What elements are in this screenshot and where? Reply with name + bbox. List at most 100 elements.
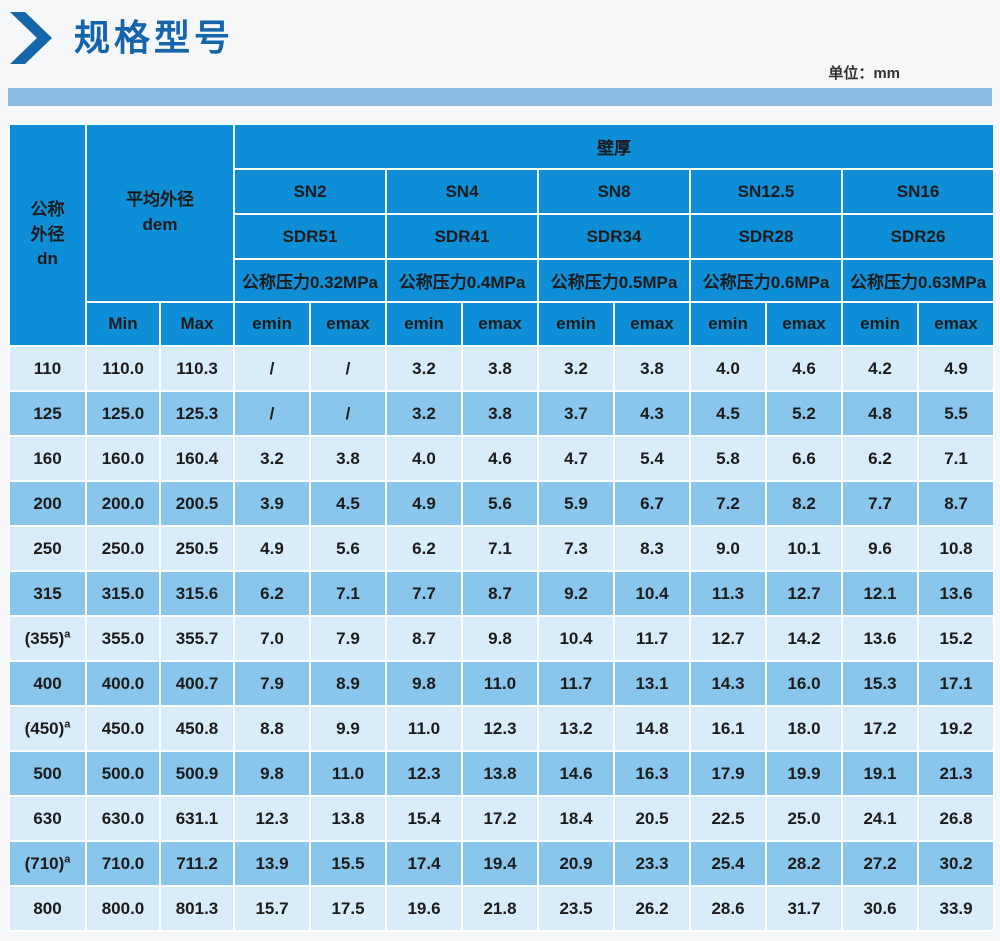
dn-cell: 110 xyxy=(8,345,87,392)
value-cell: 9.6 xyxy=(841,525,919,572)
value-cell: 13.2 xyxy=(537,705,615,752)
value-cell: 8.7 xyxy=(385,615,463,662)
value-cell: 315.0 xyxy=(85,570,161,617)
value-cell: 3.8 xyxy=(309,435,387,482)
value-cell: 6.2 xyxy=(841,435,919,482)
unit-label: 单位：mm xyxy=(828,65,900,82)
value-cell: 500.0 xyxy=(85,750,161,797)
header-sdr28: SDR28 xyxy=(689,213,843,260)
value-cell: 8.2 xyxy=(765,480,843,527)
header-emin: emin xyxy=(537,301,615,347)
value-cell: 7.1 xyxy=(916,435,996,482)
table-row: 630 630.0 631.1 12.3 13.8 15.4 17.2 18.4 20.5 22.… xyxy=(8,795,996,842)
value-cell: 9.8 xyxy=(233,750,311,797)
value-cell: 17.5 xyxy=(309,885,387,932)
value-cell: 9.8 xyxy=(461,615,539,662)
header-min: Min xyxy=(85,301,161,347)
chevron-right-icon xyxy=(10,11,52,64)
header-emax: emax xyxy=(309,301,387,347)
dn-cell: (355)a xyxy=(8,615,87,662)
value-cell: 630.0 xyxy=(85,795,161,842)
value-cell: 11.7 xyxy=(613,615,691,662)
value-cell: 12.3 xyxy=(233,795,311,842)
spec-table: 公称 外径 dn 平均外径 dem 壁厚 SN2 SN4 SN8 SN12.5 … xyxy=(8,123,996,932)
value-cell: 19.1 xyxy=(841,750,919,797)
value-cell: 14.3 xyxy=(689,660,767,707)
dn-cell: 315 xyxy=(8,570,87,617)
value-cell: 9.9 xyxy=(309,705,387,752)
value-cell: 15.2 xyxy=(916,615,996,662)
value-cell: 31.7 xyxy=(765,885,843,932)
value-cell: 7.7 xyxy=(385,570,463,617)
header-dn: 公称 外径 dn xyxy=(8,123,87,347)
value-cell: 16.3 xyxy=(613,750,691,797)
value-cell: 10.4 xyxy=(613,570,691,617)
value-cell: 19.9 xyxy=(765,750,843,797)
value-cell: 10.8 xyxy=(916,525,996,572)
value-cell: 13.1 xyxy=(613,660,691,707)
header-sdr41: SDR41 xyxy=(385,213,539,260)
value-cell: 355.7 xyxy=(159,615,235,662)
value-cell: 5.5 xyxy=(916,390,996,437)
value-cell: 800.0 xyxy=(85,885,161,932)
value-cell: 15.4 xyxy=(385,795,463,842)
value-cell: 125.0 xyxy=(85,390,161,437)
value-cell: 15.3 xyxy=(841,660,919,707)
value-cell: 6.2 xyxy=(385,525,463,572)
value-cell: 631.1 xyxy=(159,795,235,842)
header-emin: emin xyxy=(233,301,311,347)
value-cell: 14.6 xyxy=(537,750,615,797)
value-cell: 5.2 xyxy=(765,390,843,437)
value-cell: 11.7 xyxy=(537,660,615,707)
header-pressure-1: 公称压力0.32MPa xyxy=(233,258,387,303)
value-cell: 20.5 xyxy=(613,795,691,842)
dn-cell: 250 xyxy=(8,525,87,572)
table-row: 110 110.0 110.3//3.2 3.8 3.2 3.8 4.0 4.6 4.2 4.9 xyxy=(8,345,996,392)
value-cell: 5.8 xyxy=(689,435,767,482)
table-header: 公称 外径 dn 平均外径 dem 壁厚 SN2 SN4 SN8 SN12.5 … xyxy=(8,123,996,347)
dn-cell: 160 xyxy=(8,435,87,482)
value-cell: 17.2 xyxy=(461,795,539,842)
value-cell: 315.6 xyxy=(159,570,235,617)
value-cell: 9.0 xyxy=(689,525,767,572)
value-cell: 711.2 xyxy=(159,840,235,887)
value-cell: 12.7 xyxy=(689,615,767,662)
value-cell: 710.0 xyxy=(85,840,161,887)
dn-cell: 800 xyxy=(8,885,87,932)
value-cell: 17.9 xyxy=(689,750,767,797)
value-cell: 4.3 xyxy=(613,390,691,437)
table-row: 500 500.0 500.9 9.8 11.0 12.3 13.8 14.6 16.3 17.9… xyxy=(8,750,996,797)
value-cell: 19.4 xyxy=(461,840,539,887)
value-cell: 11.0 xyxy=(385,705,463,752)
value-cell: 24.1 xyxy=(841,795,919,842)
value-cell: 4.7 xyxy=(537,435,615,482)
value-cell: 110.3 xyxy=(159,345,235,392)
dn-cell: 125 xyxy=(8,390,87,437)
value-cell: 4.6 xyxy=(461,435,539,482)
section-header: 规格型号 xyxy=(8,0,992,64)
value-cell: 5.6 xyxy=(461,480,539,527)
value-cell: 16.1 xyxy=(689,705,767,752)
value-cell: 12.3 xyxy=(461,705,539,752)
dn-cell: 630 xyxy=(8,795,87,842)
header-emin: emin xyxy=(841,301,919,347)
value-cell: 3.2 xyxy=(385,390,463,437)
dn-cell: (450)a xyxy=(8,705,87,752)
page-title: 规格型号 xyxy=(74,16,235,58)
value-cell: 450.8 xyxy=(159,705,235,752)
value-cell: 13.9 xyxy=(233,840,311,887)
value-cell: 30.6 xyxy=(841,885,919,932)
value-cell: 6.2 xyxy=(233,570,311,617)
value-cell: 400.7 xyxy=(159,660,235,707)
value-cell: 200.5 xyxy=(159,480,235,527)
value-cell: 13.6 xyxy=(841,615,919,662)
value-cell: 400.0 xyxy=(85,660,161,707)
value-cell: 20.9 xyxy=(537,840,615,887)
value-cell: 21.8 xyxy=(461,885,539,932)
value-cell: 7.2 xyxy=(689,480,767,527)
header-sn16: SN16 xyxy=(840,168,996,215)
value-cell: 15.7 xyxy=(233,885,311,932)
divider-bar xyxy=(8,88,992,106)
header-pressure-4: 公称压力0.6MPa xyxy=(689,258,843,303)
value-cell: 19.2 xyxy=(916,705,996,752)
